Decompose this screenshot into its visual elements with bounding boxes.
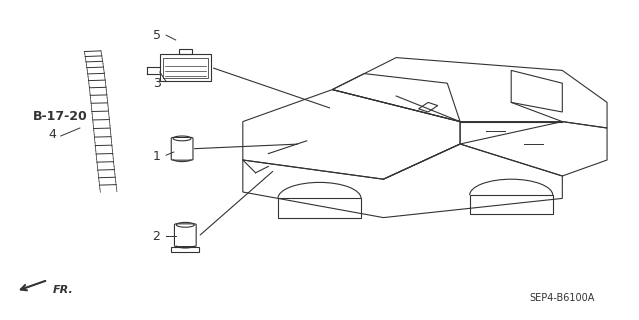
Text: 1: 1 xyxy=(153,150,160,163)
Text: 5: 5 xyxy=(153,29,160,42)
Text: 3: 3 xyxy=(153,77,160,90)
Text: FR.: FR. xyxy=(52,284,73,295)
Text: 2: 2 xyxy=(153,230,160,243)
Text: B-17-20: B-17-20 xyxy=(33,110,88,123)
Text: SEP4-B6100A: SEP4-B6100A xyxy=(530,292,595,303)
Text: 4: 4 xyxy=(49,128,56,141)
